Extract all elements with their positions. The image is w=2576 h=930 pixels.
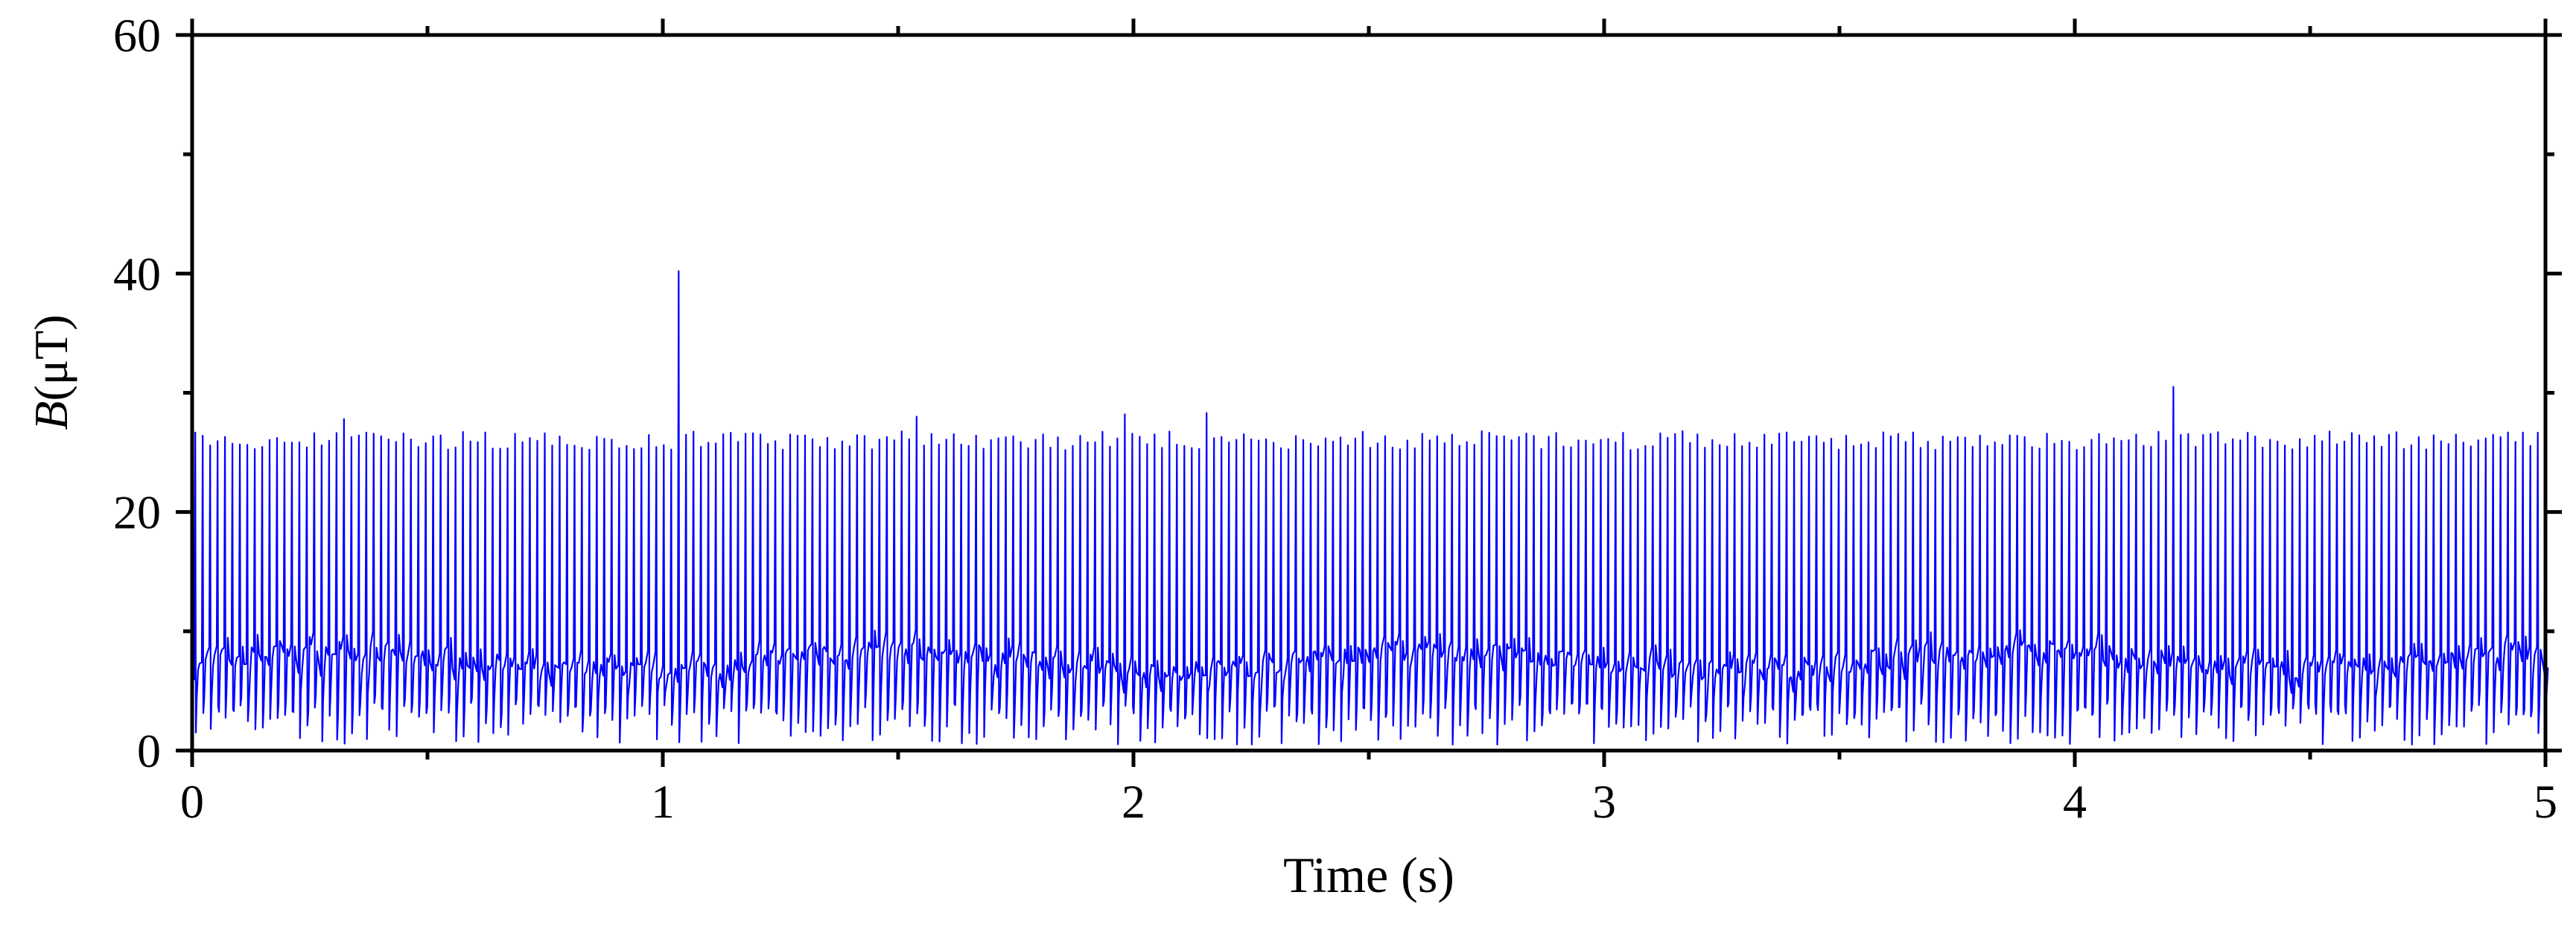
series-layer [191,270,2549,746]
x-tick-label: 5 [2534,775,2557,828]
y-tick-label: 60 [113,9,161,62]
x-tick-label: 1 [651,775,675,828]
y-tick-label: 0 [137,724,161,777]
x-tick-label: 2 [1122,775,1145,828]
x-tick-label: 4 [2063,775,2087,828]
x-axis-title: Time (s) [1283,847,1454,903]
x-tick-label: 3 [1592,775,1616,828]
x-tick-label: 0 [180,775,204,828]
y-axis-title-unit: (μT) [25,314,77,401]
axes-layer: 0 1 2 3 4 5 0 20 40 60 [113,9,2562,828]
y-axis-title: B(μT) [25,314,77,430]
series-line [191,270,2549,746]
y-tick-label: 20 [113,486,161,539]
y-tick-label: 40 [113,247,161,300]
y-axis-title-symbol: B [25,401,77,430]
